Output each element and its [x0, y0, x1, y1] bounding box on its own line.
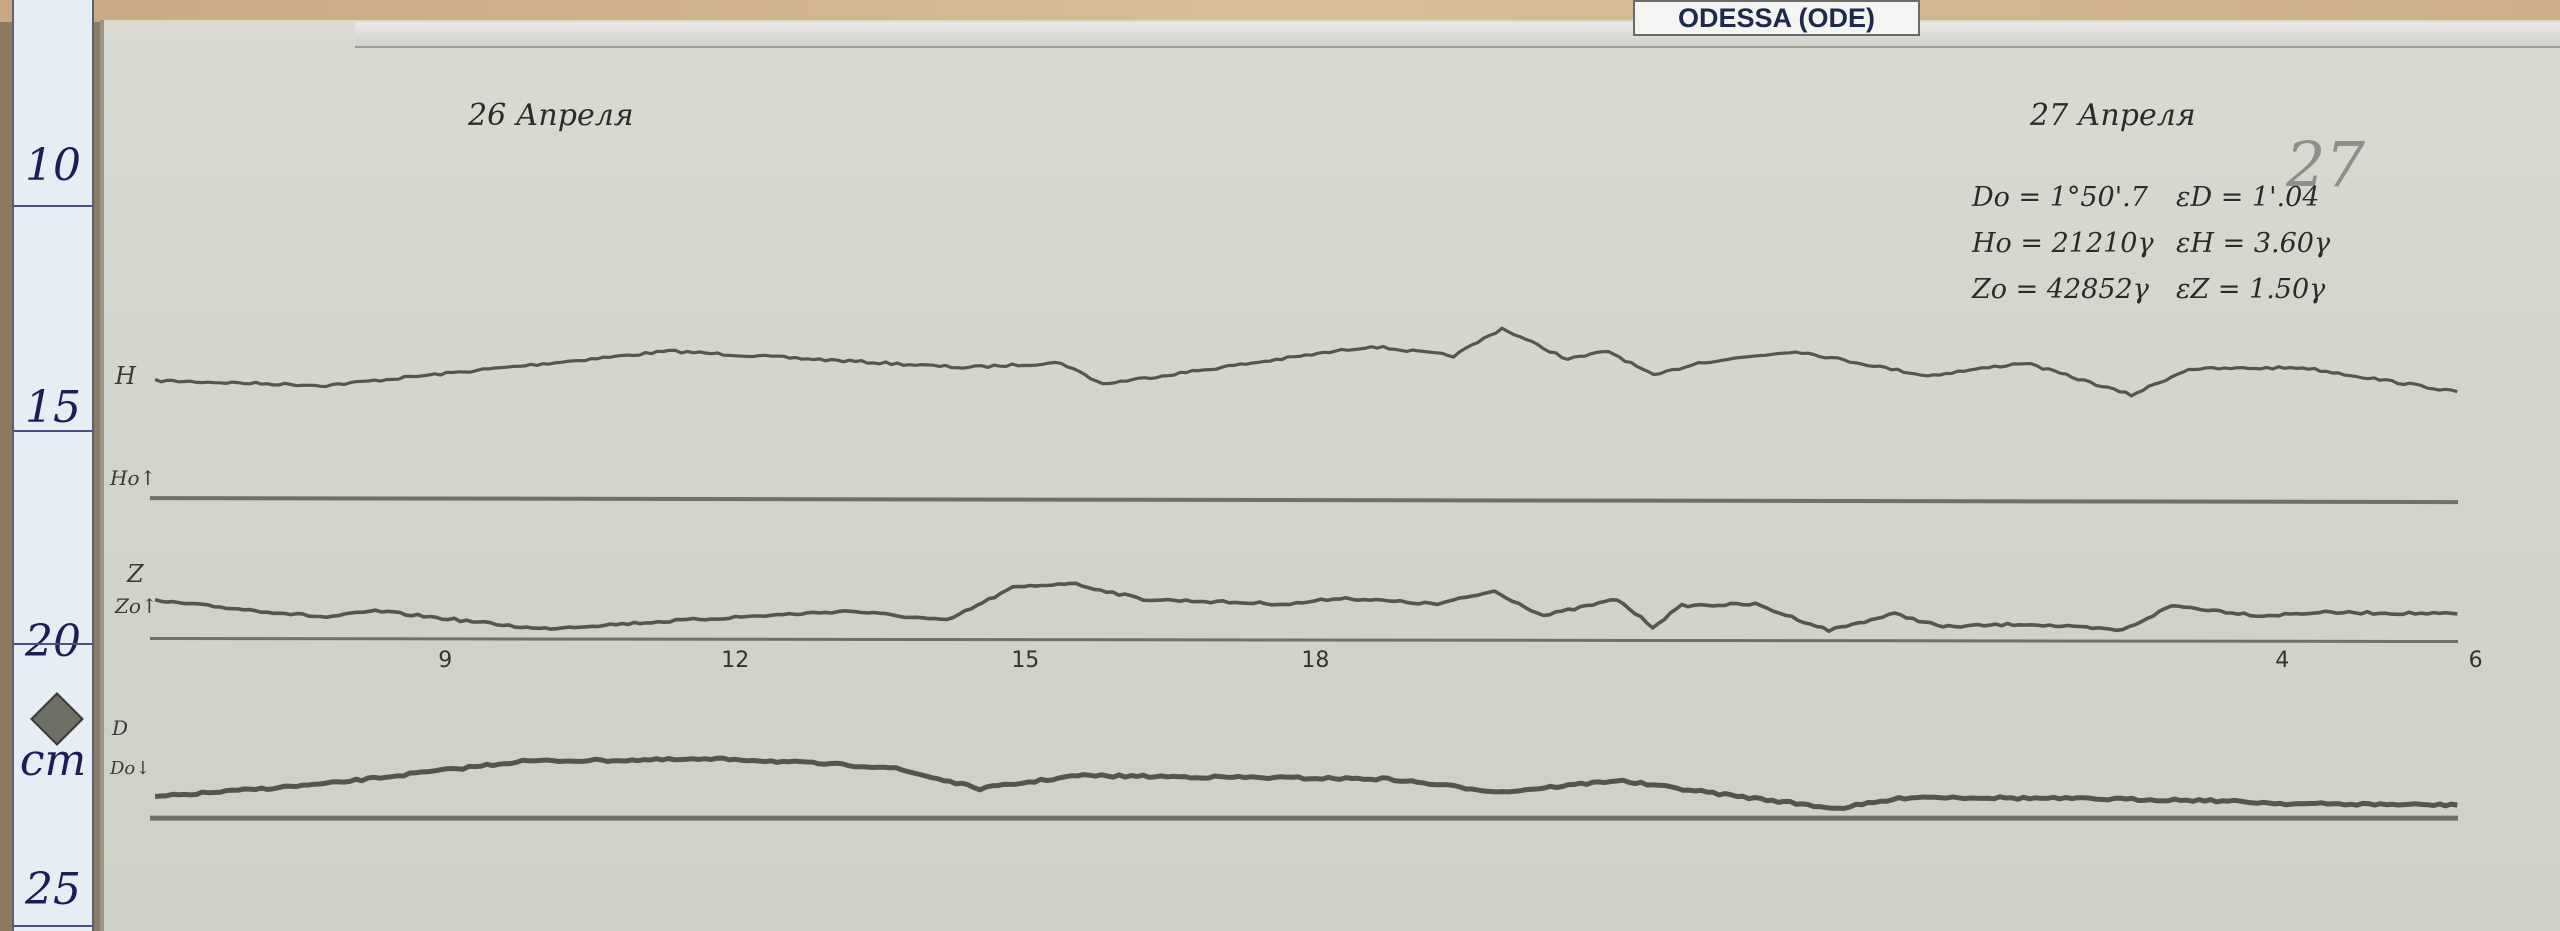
time-tick-label: 15 — [1011, 648, 1040, 673]
ruler-unit: cm — [19, 735, 87, 786]
param-h0: Ho = 21210γ — [1972, 228, 2154, 259]
glass-strip — [355, 22, 2560, 48]
time-tick-label: 4 — [2275, 648, 2290, 673]
param-d0: Do = 1°50'.7 — [1972, 182, 2148, 213]
param-ed: εD = 1'.04 — [2176, 182, 2320, 213]
param-ez: εZ = 1.50γ — [2176, 274, 2326, 305]
ruler-label-25: 25 — [25, 864, 81, 915]
ruler-label-10: 10 — [25, 140, 81, 191]
baseline-h0 — [149, 496, 2459, 505]
ruler-line — [14, 643, 92, 645]
cm-ruler: 10 15 20 cm 25 — [12, 0, 94, 931]
param-z0: Zo = 42852γ — [1972, 274, 2149, 305]
station-label: ODESSA (ODE) — [1633, 0, 1920, 36]
param-eh: εH = 3.60γ — [2176, 228, 2331, 259]
label-h: H — [115, 362, 136, 390]
trace-d — [154, 755, 2458, 811]
label-z: Z — [127, 560, 144, 588]
label-h0: Ho↑ — [110, 466, 157, 490]
time-tick-label: 18 — [1301, 648, 1330, 673]
label-d0: Do↓ — [110, 758, 151, 779]
ruler-line — [14, 430, 92, 432]
ruler-label-15: 15 — [25, 382, 81, 433]
ruler-line — [14, 925, 92, 927]
trace-z — [154, 581, 2458, 634]
date-day1: 26 Апреля — [468, 98, 634, 133]
trace-h — [154, 326, 2458, 398]
baseline-z0 — [149, 637, 2459, 644]
time-tick-label: 6 — [2468, 648, 2483, 673]
ruler-line — [14, 205, 92, 207]
label-d: D — [112, 716, 129, 740]
time-tick-label: 9 — [438, 648, 453, 673]
date-day2: 27 Апреля — [2030, 98, 2196, 133]
label-z0: Zo↑ — [115, 594, 158, 618]
pencil-note: 27 — [2286, 128, 2365, 201]
ruler-label-20: 20 — [25, 616, 81, 667]
time-tick-label: 12 — [721, 648, 750, 673]
wooden-board — [0, 0, 2560, 22]
